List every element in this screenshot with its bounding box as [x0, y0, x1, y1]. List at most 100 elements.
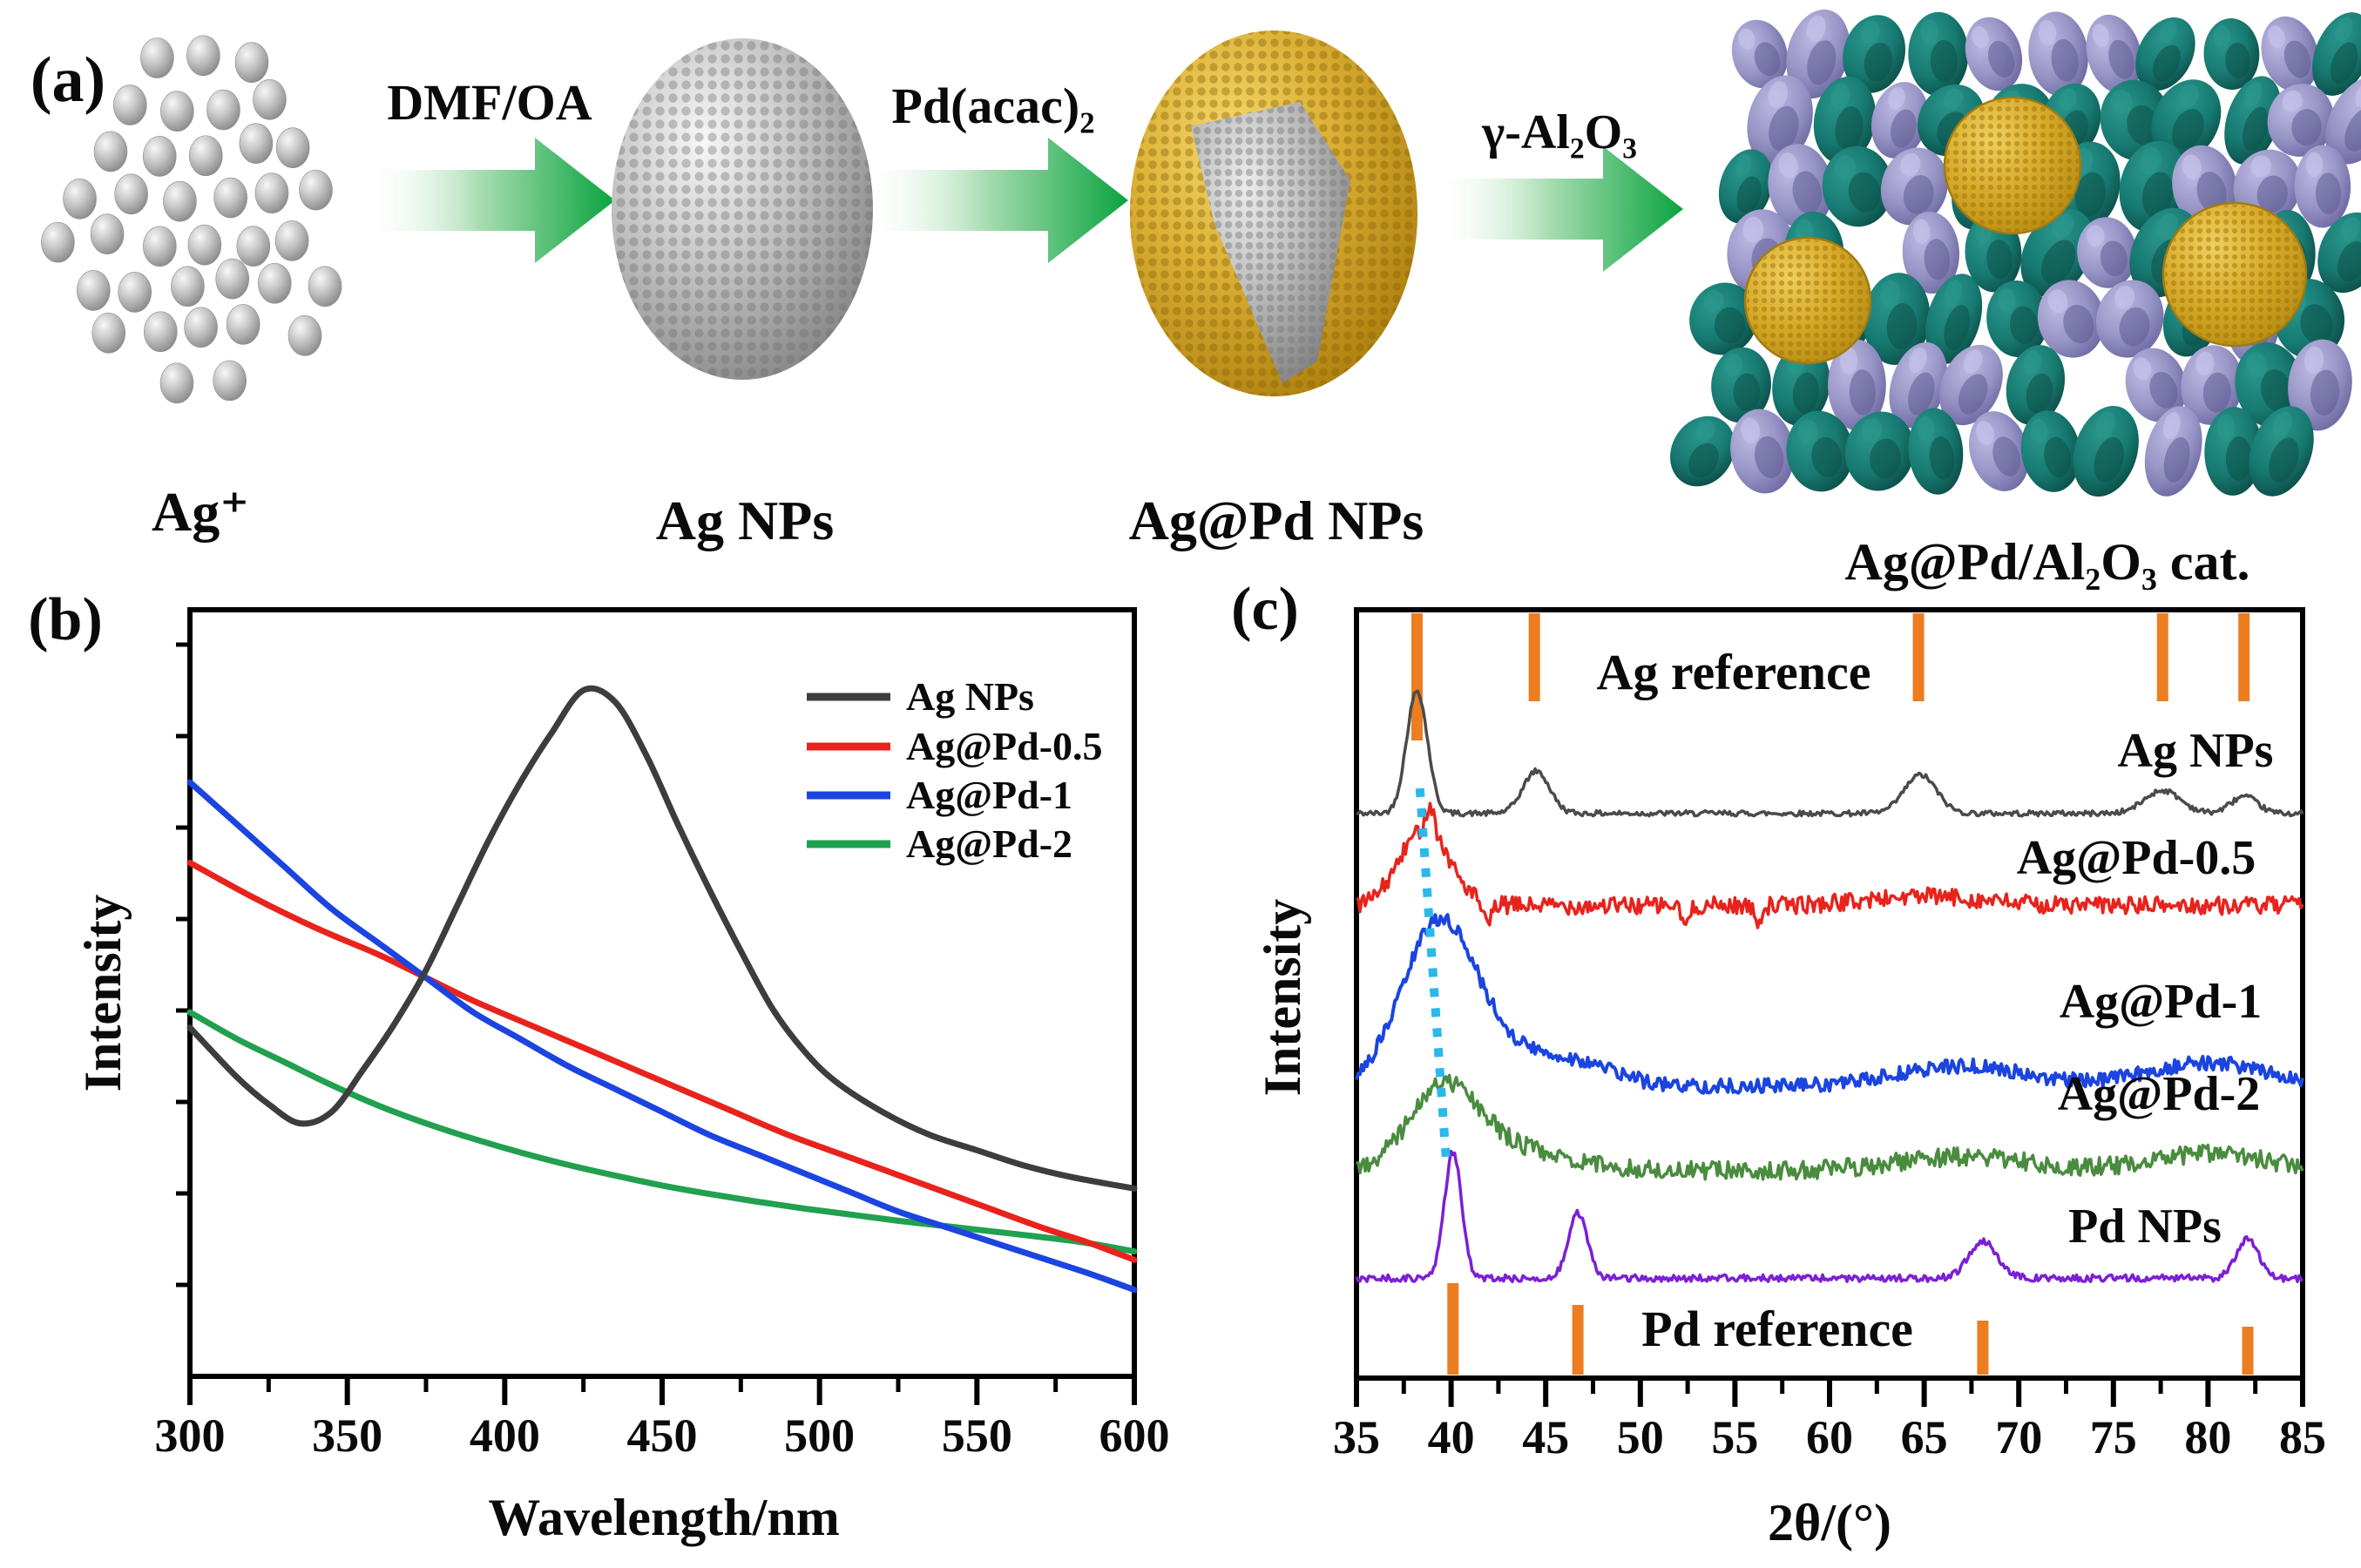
b-curve-Ag-Pd-2: [186, 1009, 1138, 1255]
alumina-blob-teal: [2006, 345, 2066, 425]
process-arrow-1: [373, 138, 615, 263]
silver-ion-sphere: [163, 180, 197, 222]
alumina-blob-teal: [1711, 347, 1771, 423]
peak-shift-guide-line: [1415, 787, 1451, 1164]
alumina-blob-lavender: [1889, 341, 1948, 429]
b-x-tick-label: 500: [784, 1409, 856, 1462]
c-x-tick-label: 40: [1427, 1411, 1475, 1463]
b-curve-Ag-Pd-0-5: [186, 859, 1138, 1263]
c-trace-label-0: Ag NPs: [2117, 724, 2274, 778]
silver-ion-sphere: [186, 35, 220, 77]
silver-ion-sphere: [308, 266, 342, 308]
alumina-blob-lavender: [1768, 144, 1833, 229]
c-y-axis-title: Intensity: [1254, 898, 1311, 1097]
arrow-label-alumina: γ-Al₂O₃: [1482, 105, 1637, 159]
alumina-blob-lavender: [1828, 339, 1886, 431]
silver-ion-sphere: [114, 173, 148, 215]
c-trace-label-1: Ag@Pd-0.5: [2016, 831, 2256, 885]
process-arrow-3: [1442, 146, 1683, 272]
ag-reference-label: Ag reference: [1596, 644, 1871, 700]
alumina-blob-teal: [1786, 410, 1854, 492]
silver-ion-cluster: [41, 35, 342, 404]
silver-ion-sphere: [254, 172, 289, 214]
alumina-blob-teal: [2020, 208, 2094, 297]
silver-ion-sphere: [213, 177, 247, 219]
pd-reference-tick: [2242, 1327, 2254, 1375]
pd-reference-tick: [1977, 1321, 1989, 1375]
b-x-tick-label: 600: [1099, 1409, 1170, 1462]
arrow-label-pdacac: Pd(acac)₂: [891, 78, 1095, 134]
alumina-blob-teal: [1908, 11, 1969, 97]
alumina-blob-lavender: [2261, 16, 2319, 92]
xrd-chart: [1354, 607, 2305, 1407]
alumina-blob-teal: [1670, 416, 1735, 487]
silver-ion-sphere: [91, 312, 126, 354]
ag-nanoparticle-sphere: [612, 38, 873, 380]
alumina-blob-teal: [1822, 145, 1893, 227]
c-trace-label-4: Pd NPs: [2068, 1200, 2222, 1254]
silver-ion-sphere: [184, 307, 218, 348]
silver-ion-sphere: [288, 315, 322, 356]
caption-ag-ion: Ag⁺: [152, 481, 249, 543]
b-x-axis-title: Wavelength/nm: [488, 1489, 840, 1546]
c-trace-Ag-NPs: [1356, 689, 2304, 818]
b-x-tick-label: 450: [626, 1409, 698, 1462]
alumina-blob-teal: [1925, 274, 1983, 364]
b-curve-Ag-NPs: [186, 685, 1138, 1192]
alumina-blob-lavender: [2086, 14, 2142, 94]
silver-ion-sphere: [239, 123, 274, 164]
c-trace-Ag-Pd-1: [1355, 913, 2304, 1095]
silver-ion-sphere: [160, 91, 194, 132]
c-trace-Ag-Pd-0-5: [1356, 801, 2304, 929]
silver-ion-sphere: [76, 270, 111, 311]
c-x-axis-title: 2θ/(°): [1768, 1497, 1891, 1549]
caption-catalyst: Ag@Pd/Al₂O₃ cat.: [1844, 533, 2250, 591]
alumina-blob-lavender: [2028, 11, 2088, 97]
alumina-blob-lavender: [2144, 406, 2202, 497]
pd-reference-label: Pd reference: [1641, 1301, 1913, 1357]
supported-gold-particle: [1743, 236, 1872, 365]
silver-ion-sphere: [93, 131, 128, 172]
alumina-blob-teal: [2073, 405, 2139, 497]
silver-ion-sphere: [90, 213, 125, 254]
alumina-blob-lavender: [2037, 280, 2105, 358]
alumina-blob-lavender: [2288, 339, 2352, 431]
silver-ion-sphere: [112, 84, 147, 125]
alumina-blob-lavender: [2294, 145, 2351, 228]
supported-gold-particle: [1943, 96, 2082, 235]
supported-gold-particle: [2161, 201, 2308, 348]
caption-agpd-nps: Ag@Pd NPs: [1128, 490, 1424, 551]
silver-ion-sphere: [253, 78, 287, 120]
silver-ion-sphere: [171, 266, 205, 308]
alumina-blob-lavender: [1747, 75, 1813, 166]
alumina-blob-teal: [1843, 15, 1906, 93]
b-x-tick-label: 350: [312, 1409, 383, 1462]
panel-a-label: (a): [30, 44, 106, 116]
alumina-blob-lavender: [2267, 84, 2335, 157]
b-plot-frame: [187, 607, 1137, 1379]
alumina-blob-lavender: [2077, 217, 2137, 288]
ag-reference-tick: [2238, 613, 2250, 701]
alumina-blob-lavender: [1939, 344, 2003, 426]
b-y-axis-title: Intensity: [74, 894, 132, 1092]
silver-ion-sphere: [226, 304, 260, 345]
b-x-tick-label: 400: [469, 1409, 540, 1462]
pd-reference-tick: [1447, 1283, 1459, 1375]
b-legend-label-2: Ag@Pd-1: [906, 773, 1073, 817]
caption-ag-nps: Ag NPs: [655, 490, 835, 551]
silver-ion-sphere: [188, 135, 223, 177]
alumina-blob-teal: [1986, 280, 2048, 358]
alumina-blob-lavender: [1786, 9, 1850, 99]
silver-ion-sphere: [299, 169, 333, 211]
silver-ion-sphere: [234, 42, 269, 83]
silver-ion-sphere: [213, 360, 247, 402]
silver-ion-sphere: [275, 127, 310, 169]
c-x-tick-label: 60: [1806, 1411, 1853, 1463]
silver-ion-sphere: [143, 226, 177, 267]
agpd-core-shell-sphere: [1130, 30, 1417, 396]
alumina-blob-lavender: [2125, 348, 2187, 422]
uvvis-chart: [176, 607, 1138, 1405]
c-trace-Pd-NPs: [1355, 1149, 2304, 1284]
b-curve-Ag-Pd-1: [186, 779, 1138, 1294]
alumina-blob-teal: [2135, 17, 2195, 91]
